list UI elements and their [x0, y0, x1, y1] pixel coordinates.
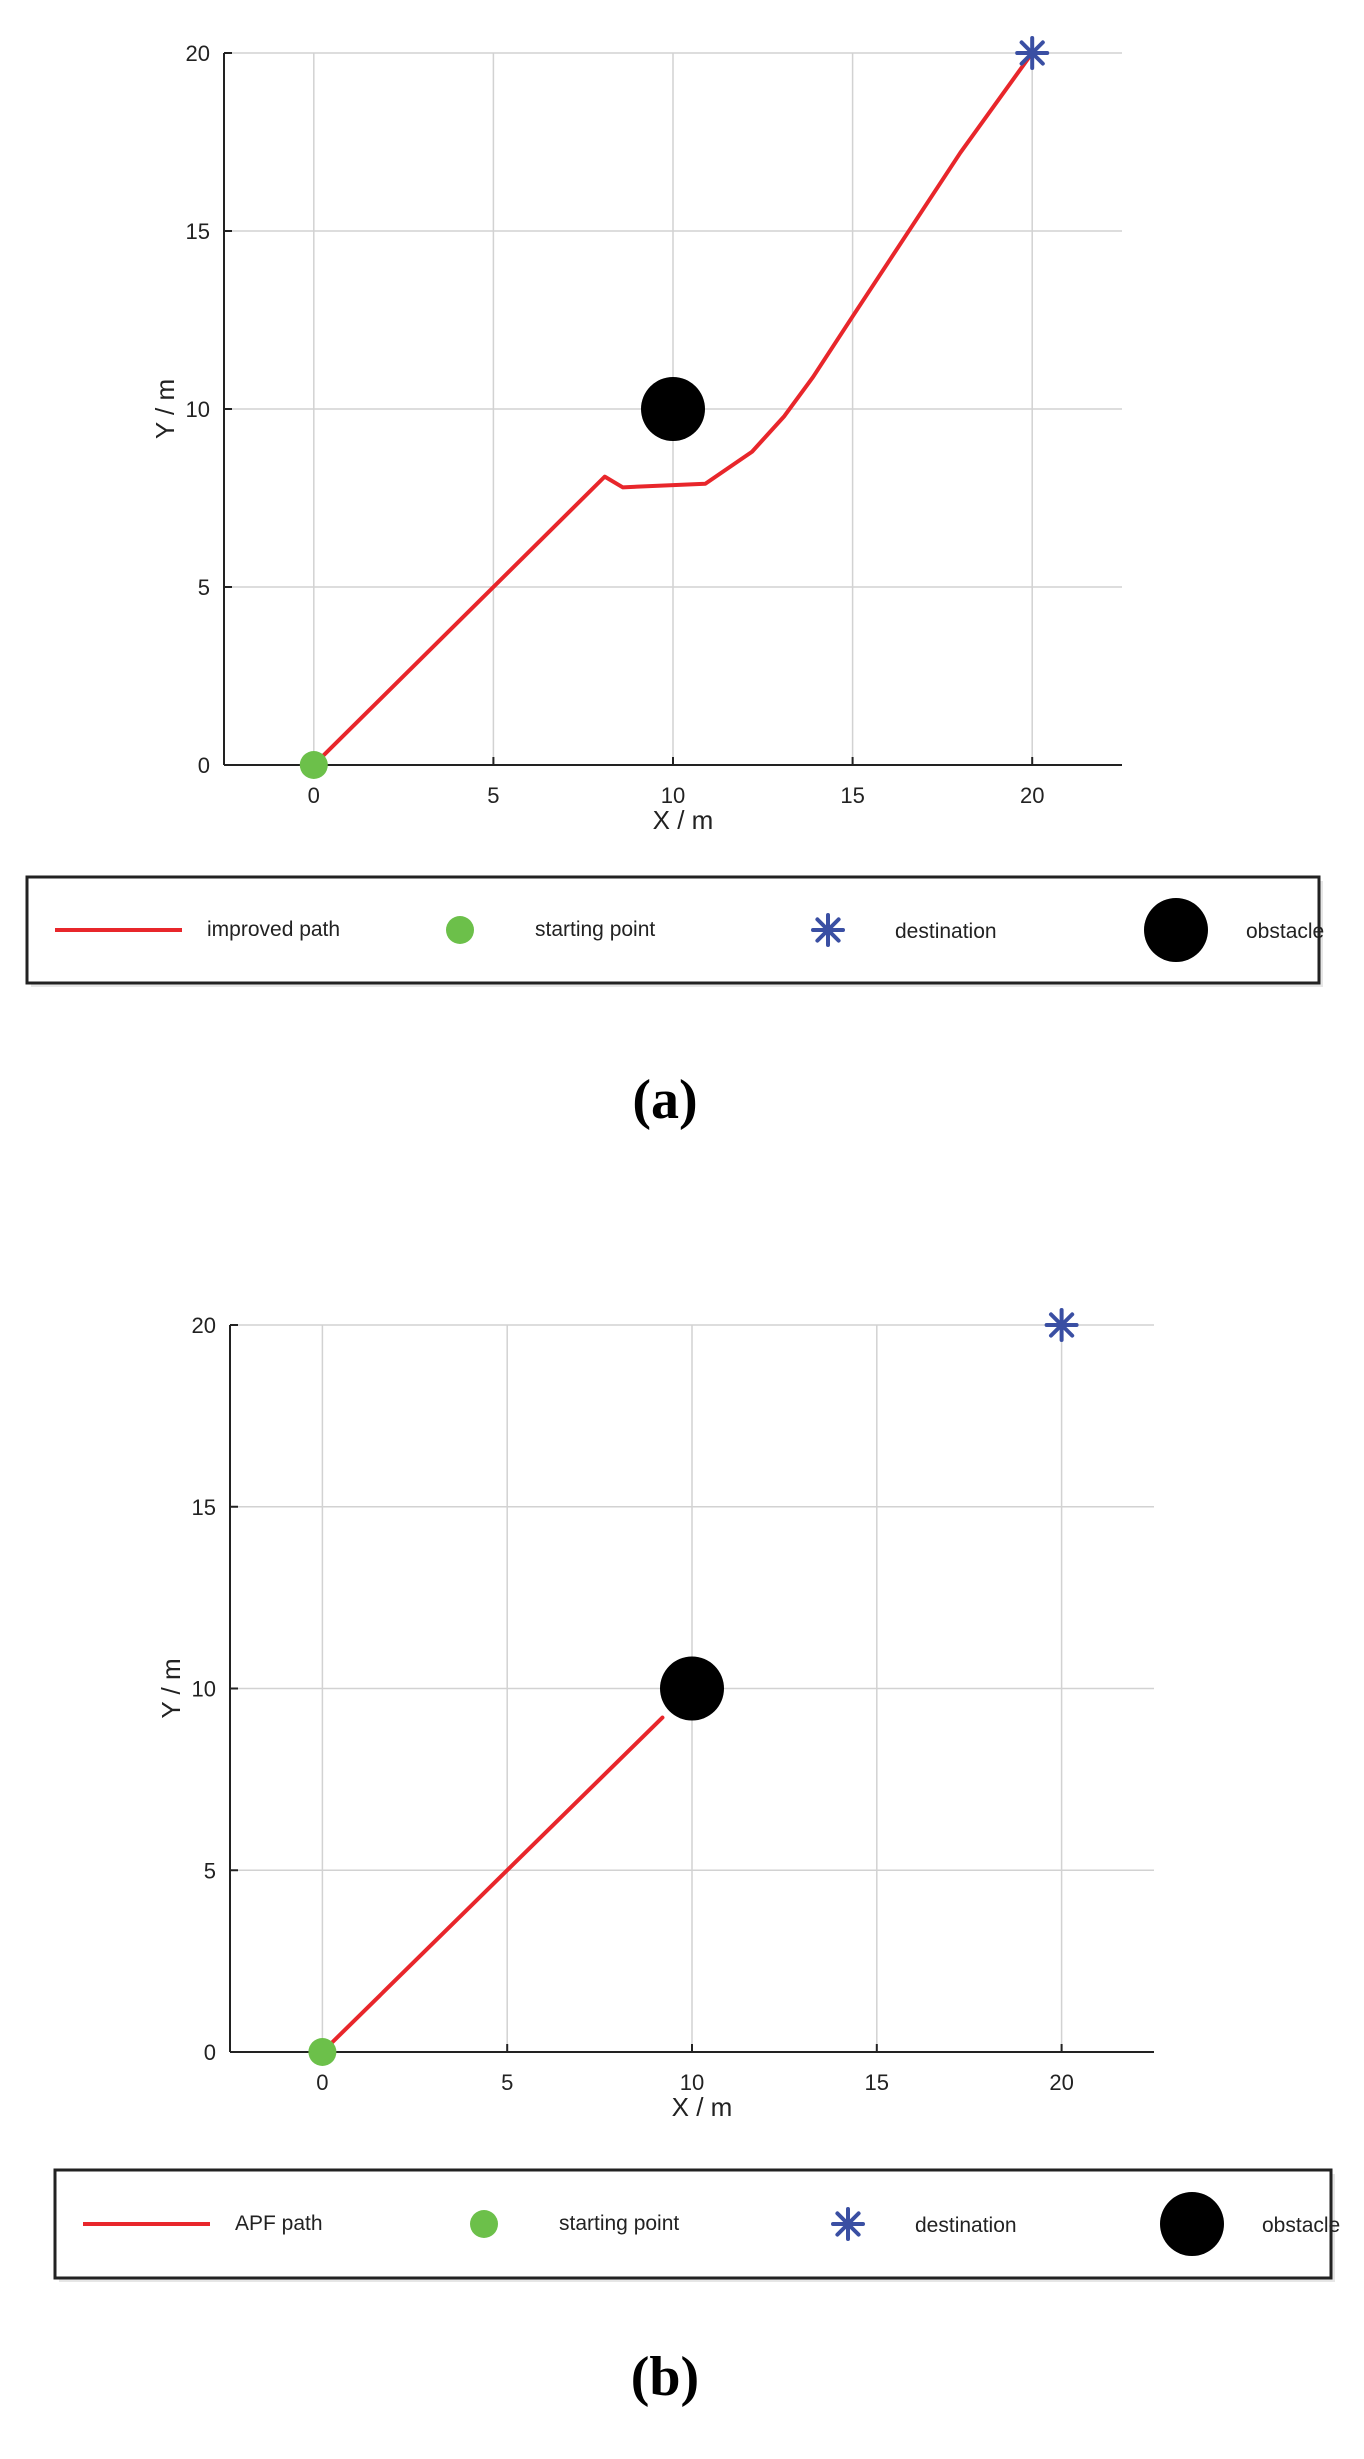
legend-label: APF path	[235, 2212, 323, 2235]
path-series-line	[311, 51, 1035, 767]
x-tick-label: 10	[661, 783, 685, 808]
legend-label: obstacle	[1262, 2214, 1340, 2237]
destination-star-stroke	[835, 2211, 861, 2237]
legend-obstacle-symbol	[1144, 898, 1208, 962]
panel-caption: (a)	[632, 1069, 697, 1131]
y-tick-label: 10	[186, 397, 210, 422]
destination-star-stroke	[815, 917, 841, 943]
y-tick-label: 5	[204, 1858, 216, 1883]
y-tick-label: 5	[198, 575, 210, 600]
legend-box	[53, 2168, 1333, 2280]
y-tick-label: 20	[186, 41, 210, 66]
obstacle-marker	[641, 377, 705, 441]
x-axis-label: X / m	[653, 805, 714, 835]
y-tick-label: 0	[204, 2040, 216, 2065]
legend-obstacle-symbol	[1160, 2192, 1224, 2256]
legend-label: starting point	[559, 2212, 679, 2235]
legend: improved path starting point destination ob…	[25, 875, 1324, 987]
legend-destination-symbol	[811, 913, 845, 947]
y-axis-label: Y / m	[150, 379, 180, 439]
path-series-line	[320, 1715, 665, 2054]
y-tick-label: 10	[192, 1677, 216, 1702]
y-tick-label: 20	[192, 1313, 216, 1338]
destination-star-stroke	[1019, 40, 1045, 66]
y-tick-label: 0	[198, 753, 210, 778]
destination-marker	[1044, 1308, 1079, 1342]
x-tick-label: 0	[316, 2070, 328, 2095]
starting-point-marker	[299, 751, 328, 779]
legend-label: destination	[895, 920, 997, 943]
destination-marker	[1015, 36, 1050, 70]
y-tick-label: 15	[186, 219, 210, 244]
chart-panel-a: 0 5 10 15 20 0 5 10 15 20 X / m Y / m improved path s…	[25, 36, 1324, 1131]
destination-star-stroke	[1048, 1312, 1075, 1338]
panel-caption: (b)	[631, 2346, 699, 2408]
legend-box	[25, 875, 1321, 985]
legend-label: destination	[915, 2214, 1017, 2237]
x-axis-label: X / m	[672, 2092, 733, 2122]
x-tick-label: 20	[1020, 783, 1044, 808]
y-axis-label: Y / m	[156, 1658, 186, 1718]
x-tick-label: 5	[487, 783, 499, 808]
x-tick-label: 15	[865, 2070, 889, 2095]
x-tick-label: 10	[680, 2070, 704, 2095]
x-tick-label: 0	[308, 783, 320, 808]
legend-label: starting point	[535, 918, 655, 941]
legend-start-symbol	[446, 916, 474, 944]
legend: APF path starting point destination obstacl…	[53, 2168, 1340, 2282]
starting-point-marker	[308, 2038, 337, 2066]
y-tick-label: 15	[192, 1495, 216, 1520]
chart-panel-b: 0 5 10 15 20 0 5 10 15 20 X / m Y / m APF path starti…	[53, 1308, 1340, 2408]
obstacle-marker	[660, 1656, 724, 1721]
x-tick-label: 15	[840, 783, 864, 808]
x-tick-label: 20	[1049, 2070, 1073, 2095]
legend-start-symbol	[470, 2210, 498, 2238]
legend-destination-symbol	[831, 2207, 865, 2241]
x-tick-label: 5	[501, 2070, 513, 2095]
legend-label: improved path	[207, 918, 340, 941]
legend-label: obstacle	[1246, 920, 1324, 943]
